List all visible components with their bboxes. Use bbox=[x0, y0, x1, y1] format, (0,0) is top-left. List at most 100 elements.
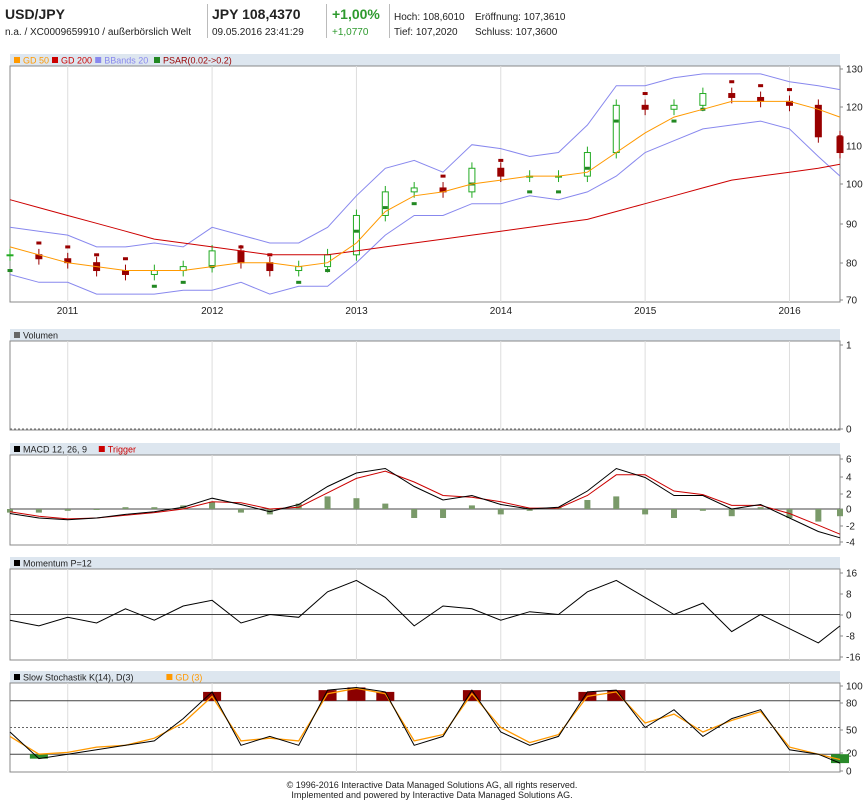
gd50-line bbox=[9, 100, 841, 271]
y-tick-label: -16 bbox=[846, 653, 861, 664]
y-tick-label: 2 bbox=[846, 490, 852, 501]
y-tick-label: 1 bbox=[846, 341, 852, 352]
y-tick-label: 80 bbox=[846, 699, 858, 710]
powered-by: Implemented and powered by Interactive D… bbox=[291, 790, 573, 800]
candle bbox=[121, 270, 129, 275]
copyright: © 1996-2016 Interactive Data Managed Sol… bbox=[286, 780, 578, 790]
legend-swatch bbox=[14, 332, 20, 338]
overbought-fill bbox=[462, 690, 481, 701]
legend-label: MACD 12, 26, 9 bbox=[23, 445, 87, 455]
psar-dot bbox=[296, 280, 302, 284]
psar-dot bbox=[584, 166, 590, 170]
low-value: Tief: 107,2020 bbox=[394, 27, 458, 38]
legend-label: Momentum P=12 bbox=[23, 559, 92, 569]
y-tick-label: 0 bbox=[846, 505, 852, 516]
psar-dot bbox=[527, 190, 533, 194]
psar-dot bbox=[758, 84, 764, 88]
legend-label: GD (3) bbox=[175, 673, 202, 683]
macd-histogram-bar bbox=[728, 509, 735, 517]
candle bbox=[266, 262, 274, 272]
y-tick-label: 8 bbox=[846, 590, 852, 601]
candle bbox=[670, 104, 678, 110]
candle bbox=[699, 93, 707, 106]
macd-histogram-bar bbox=[699, 509, 706, 511]
high-value: Hoch: 108,6010 bbox=[394, 12, 465, 23]
stoch-d-line bbox=[9, 687, 841, 761]
macd-histogram-bar bbox=[757, 507, 764, 509]
legend-swatch bbox=[14, 57, 20, 63]
psar-dot bbox=[837, 135, 843, 139]
close-value: Schluss: 107,3600 bbox=[475, 27, 558, 38]
header-divider bbox=[389, 4, 390, 38]
y-tick-label: 110 bbox=[846, 142, 862, 153]
y-tick-label: 130 bbox=[846, 65, 863, 76]
psar-dot bbox=[671, 119, 677, 123]
candle bbox=[295, 266, 303, 272]
legend-swatch bbox=[14, 446, 20, 452]
macd-histogram-bar bbox=[35, 509, 42, 513]
oversold-fill bbox=[29, 754, 48, 759]
psar-dot bbox=[440, 174, 446, 178]
candle bbox=[583, 152, 591, 177]
macd-histogram-bar bbox=[671, 509, 677, 518]
macd-histogram-bar bbox=[209, 501, 216, 509]
y-tick-label: 120 bbox=[846, 103, 863, 114]
overbought-fill bbox=[347, 687, 366, 701]
macd-histogram-bar bbox=[7, 509, 13, 513]
candle bbox=[352, 214, 360, 256]
x-tick-label: 2014 bbox=[490, 306, 513, 317]
psar-dot bbox=[729, 80, 735, 84]
y-tick-label: 0 bbox=[846, 611, 852, 622]
trigger-line bbox=[9, 470, 841, 535]
candle bbox=[6, 254, 14, 257]
legend-label: GD 50 bbox=[23, 56, 49, 66]
candle bbox=[728, 93, 736, 98]
legend-swatch bbox=[52, 57, 58, 63]
legend-label: PSAR(0.02->0.2) bbox=[163, 56, 232, 66]
y-tick-label: 6 bbox=[846, 455, 852, 466]
legend-swatch bbox=[14, 674, 20, 680]
psar-dot bbox=[151, 284, 157, 288]
candle bbox=[381, 191, 389, 216]
momentum-line bbox=[9, 579, 841, 644]
plot-frame bbox=[9, 682, 841, 773]
isin-line: n.a. / XC0009659910 / außerbörslich Welt bbox=[5, 27, 192, 38]
y-tick-label: 90 bbox=[846, 220, 858, 231]
candle bbox=[237, 250, 245, 264]
macd-histogram-bar bbox=[584, 500, 591, 509]
psar-dot bbox=[180, 280, 186, 284]
panel-header bbox=[10, 329, 840, 341]
macd-histogram-bar bbox=[122, 507, 129, 509]
macd-histogram-bar bbox=[526, 509, 533, 511]
overbought-fill bbox=[607, 690, 626, 701]
panel-header bbox=[10, 557, 840, 569]
x-tick-label: 2011 bbox=[57, 306, 79, 317]
macd-histogram-bar bbox=[353, 498, 360, 509]
legend-label: Trigger bbox=[108, 445, 136, 455]
macd-histogram-bar bbox=[295, 503, 302, 509]
psar-dot bbox=[94, 253, 100, 257]
y-tick-label: -4 bbox=[846, 538, 855, 549]
macd-histogram-bar bbox=[815, 509, 822, 522]
macd-histogram-bar bbox=[440, 509, 447, 518]
y-tick-label: 4 bbox=[846, 473, 852, 484]
macd-histogram-bar bbox=[382, 503, 389, 509]
panel-header bbox=[10, 671, 840, 683]
candle bbox=[757, 96, 765, 102]
overbought-fill bbox=[318, 690, 337, 701]
legend-label: Volumen bbox=[23, 331, 58, 341]
quote-datetime: 09.05.2016 23:41:29 bbox=[212, 27, 304, 38]
plot-frame bbox=[9, 340, 841, 431]
x-tick-label: 2012 bbox=[201, 306, 224, 317]
candle bbox=[208, 250, 216, 268]
psar-dot bbox=[786, 88, 792, 92]
candle bbox=[641, 104, 649, 110]
psar-dot bbox=[36, 241, 42, 245]
quote-header: USD/JPY n.a. / XC0009659910 / außerbörsl… bbox=[0, 0, 864, 44]
legend-label: Slow Stochastik K(14), D(3) bbox=[23, 673, 134, 683]
panel-header bbox=[10, 443, 840, 455]
y-tick-label: 70 bbox=[846, 296, 858, 307]
y-tick-label: 100 bbox=[846, 682, 863, 693]
y-tick-label: 50 bbox=[846, 726, 858, 737]
psar-dot bbox=[238, 245, 244, 249]
